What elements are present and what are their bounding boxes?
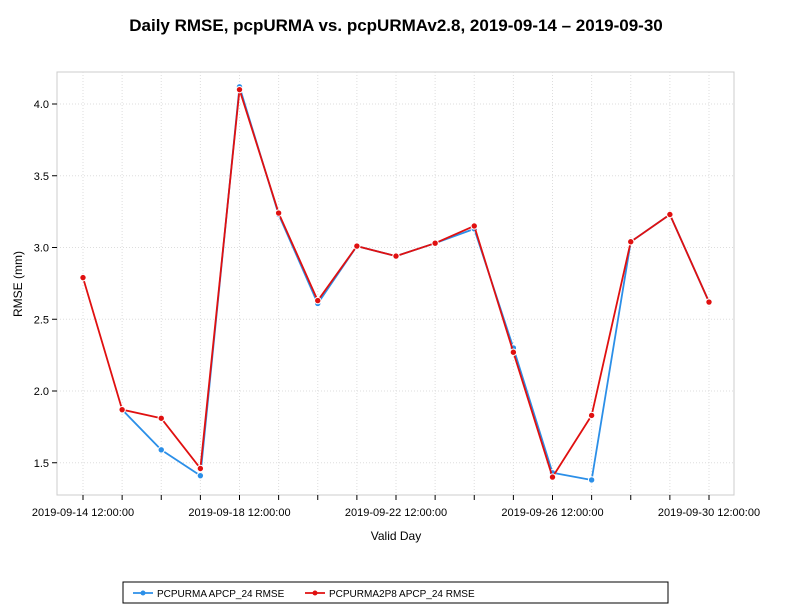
data-point [353, 242, 361, 250]
series-layer [79, 83, 713, 484]
data-point [157, 414, 165, 422]
data-point [587, 411, 596, 420]
data-point [509, 348, 518, 356]
legend: PCPURMA APCP_24 RMSE PCPURMA2P8 APCP_24 R… [122, 581, 669, 604]
y-axis-label: RMSE (mm) [11, 251, 25, 317]
y-tick-label: 4.0 [34, 99, 49, 111]
legend-marker [140, 590, 146, 596]
data-point [235, 85, 244, 94]
data-point [157, 446, 165, 454]
data-point [470, 222, 478, 230]
y-tick-label: 2.0 [34, 386, 49, 398]
data-point [392, 252, 400, 260]
data-point [431, 239, 439, 247]
series-2 [79, 85, 713, 481]
x-axis-label: Valid Day [371, 529, 421, 543]
chart-title: Daily RMSE, pcpURMA vs. pcpURMAv2.8, 201… [129, 16, 663, 35]
x-tick-label: 2019-09-26 12:00:00 [501, 507, 603, 519]
x-axis-ticks: 2019-09-14 12:00:00 2019-09-18 12:00:00 20… [32, 495, 760, 519]
grid [57, 72, 734, 495]
legend-entry-label: PCPURMA APCP_24 RMSE [157, 589, 285, 600]
data-point [274, 209, 283, 217]
data-point [627, 238, 635, 246]
x-tick-label: 2019-09-14 12:00:00 [32, 507, 134, 519]
data-point [587, 476, 596, 484]
data-point [79, 273, 87, 282]
x-tick-label: 2019-09-22 12:00:00 [345, 507, 447, 519]
legend-box [122, 581, 669, 604]
data-point [314, 296, 322, 305]
data-point [196, 464, 205, 473]
data-point [705, 298, 713, 306]
legend-marker [312, 590, 318, 596]
data-point [196, 471, 205, 480]
legend-entry-label: PCPURMA2P8 APCP_24 RMSE [329, 589, 475, 600]
data-point [666, 210, 674, 219]
data-point [548, 473, 557, 481]
y-axis-ticks: 1.5 2.0 2.5 3.0 3.5 4.0 [34, 99, 57, 470]
y-tick-label: 2.5 [34, 314, 49, 326]
x-tick-label: 2019-09-30 12:00:00 [658, 507, 760, 519]
y-tick-label: 1.5 [34, 458, 49, 470]
y-tick-label: 3.5 [34, 171, 49, 183]
y-tick-label: 3.0 [34, 243, 49, 255]
x-tick-label: 2019-09-18 12:00:00 [188, 507, 290, 519]
data-point [118, 405, 126, 414]
